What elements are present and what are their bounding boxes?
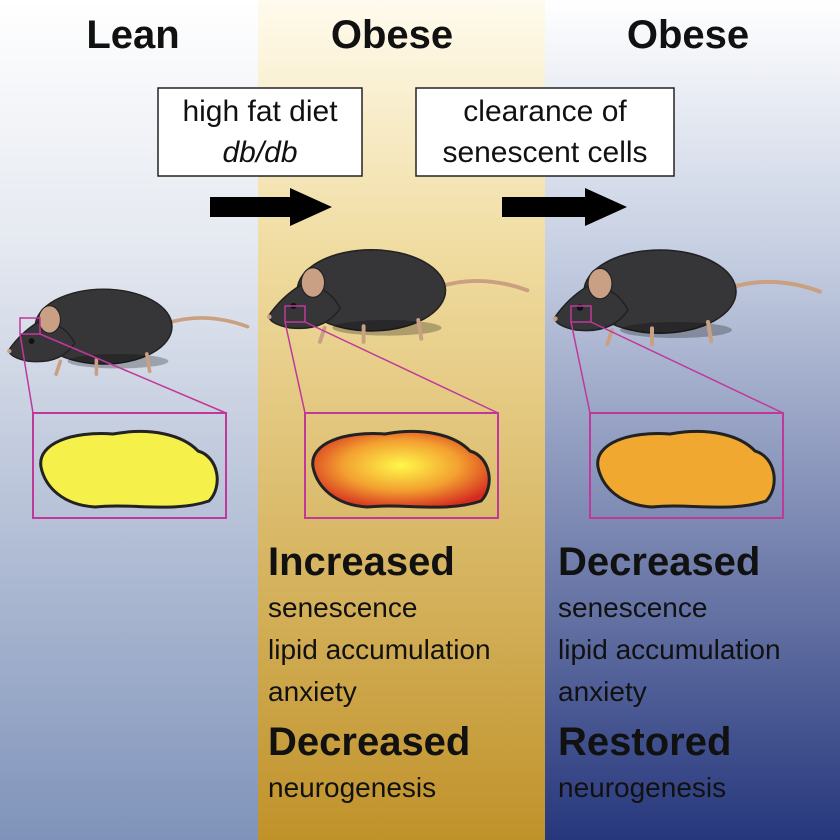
transition-box: [415, 87, 675, 177]
effect-item: anxiety: [268, 676, 357, 707]
arrow: [502, 188, 627, 226]
column-title: Obese: [627, 13, 749, 57]
column-title: Obese: [331, 13, 453, 57]
zoom-lines: [19, 305, 784, 414]
effect-item: neurogenesis: [268, 772, 436, 803]
effect-heading: Decreased: [558, 540, 760, 584]
column-title: Lean: [86, 13, 179, 57]
arrow: [210, 188, 332, 226]
brain-box: [32, 412, 227, 519]
effect-item: neurogenesis: [558, 772, 726, 803]
brain-box: [589, 412, 784, 519]
effects: Increased senescence lipid accumulation anx…: [268, 540, 781, 803]
effect-item: senescence: [558, 592, 707, 623]
effect-heading: Restored: [558, 720, 731, 764]
brain-box: [304, 412, 499, 519]
transition-text: clearance of: [463, 95, 627, 128]
effect-item: lipid accumulation: [558, 634, 781, 665]
effect-item: anxiety: [558, 676, 647, 707]
effect-heading: Decreased: [268, 720, 470, 764]
transition-text: high fat diet: [182, 95, 338, 128]
effect-heading: Increased: [268, 540, 455, 584]
transition-text: senescent cells: [442, 136, 647, 169]
effect-item: lipid accumulation: [268, 634, 491, 665]
effect-item: senescence: [268, 592, 417, 623]
transition-box: [157, 87, 363, 177]
transition-text: db/db: [222, 136, 297, 169]
